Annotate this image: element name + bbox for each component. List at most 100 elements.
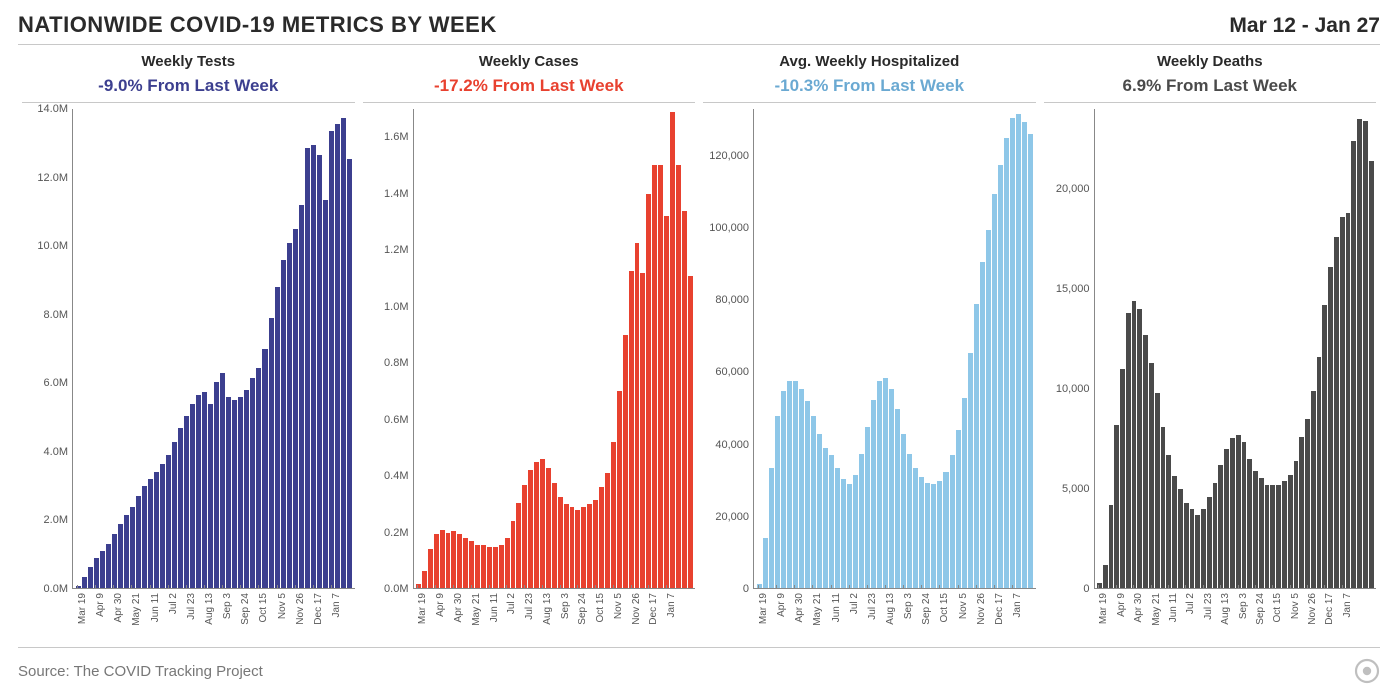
bar [1201,509,1206,589]
plot-area [72,109,355,589]
bar [640,273,645,589]
bar [1242,442,1247,589]
x-tick [1027,589,1033,641]
bar [1195,515,1200,589]
bar [829,455,834,589]
y-tick-label: 6.0M [44,377,68,389]
bar [1132,301,1137,589]
date-range: Mar 12 - Jan 27 [1229,14,1380,38]
x-tick-mark [186,585,187,589]
bar [664,216,669,589]
bar [847,484,852,589]
bar [130,507,135,589]
bar [635,243,640,589]
bar [1270,485,1275,589]
bar [925,483,930,589]
plot-area [413,109,696,589]
bar [811,416,816,589]
bar [1294,461,1299,589]
bar [1282,481,1287,589]
bar [317,155,322,589]
x-tick-mark [577,585,578,589]
x-tick-mark [150,585,151,589]
x-tick-mark [489,585,490,589]
bar [1172,476,1177,589]
x-tick-mark [95,585,96,589]
x-tick-mark [1307,585,1308,589]
bar [1178,489,1183,589]
bar [428,549,433,589]
y-axis: 0.0M0.2M0.4M0.6M0.8M1.0M1.2M1.4M1.6M [363,109,413,589]
bar [943,472,948,589]
x-tick-mark [1203,585,1204,589]
bar [587,504,592,589]
bar [1288,475,1293,589]
plot-area [1094,109,1377,589]
bar [769,468,774,589]
bar [475,545,480,589]
bar [178,428,183,589]
bar [1357,119,1362,589]
x-tick-mark [758,585,759,589]
bar [1276,485,1281,589]
panel-delta: -10.3% From Last Week [703,76,1036,96]
bar [1218,465,1223,589]
x-tick-mark [1098,585,1099,589]
panel-title: Weekly Tests [22,53,355,70]
chart-panel: Weekly Cases-17.2% From Last Week0.0M0.2… [359,49,700,641]
logo-icon [1354,658,1380,684]
bar [546,468,551,589]
bars-container [73,109,355,589]
bar [118,524,123,589]
bar [226,397,231,589]
x-tick-mark [1238,585,1239,589]
x-tick-mark [435,585,436,589]
x-tick-mark [595,585,596,589]
x-tick-mark [506,585,507,589]
bar [919,477,924,589]
y-tick-label: 0.4M [384,470,408,482]
bar [1311,391,1316,589]
bar [1149,363,1154,589]
x-tick-mark [1272,585,1273,589]
bar [629,271,634,589]
y-tick-label: 1.2M [384,244,408,256]
bar [250,378,255,589]
y-tick-label: 20,000 [715,511,749,523]
bar [516,503,521,589]
x-tick-mark [994,585,995,589]
bar [877,381,882,589]
plot-area [753,109,1036,589]
x-tick-mark [939,585,940,589]
x-tick-mark [331,585,332,589]
bar [220,373,225,589]
bar [1247,459,1252,589]
x-axis: Mar 19Apr 9Apr 30May 21Jun 11Jul 2Jul 23… [1094,589,1377,641]
chart-area: 0.0M2.0M4.0M6.0M8.0M10.0M12.0M14.0M [22,109,355,589]
bar [154,472,159,589]
bar [956,430,961,589]
panel-title: Avg. Weekly Hospitalized [703,53,1036,70]
bar [1004,138,1009,589]
bar [895,409,900,589]
bar [487,547,492,589]
bar [422,571,427,589]
bar [184,416,189,589]
y-axis: 05,00010,00015,00020,000 [1044,109,1094,589]
x-tick-mark [1342,585,1343,589]
chart-area: 020,00040,00060,00080,000100,000120,000 [703,109,1036,589]
bar [1305,419,1310,589]
bar [287,243,292,589]
bar [244,390,249,589]
chart-area: 05,00010,00015,00020,000 [1044,109,1377,589]
bar [1363,121,1368,589]
bar [998,165,1003,589]
bar [1161,427,1166,589]
y-tick-label: 5,000 [1062,483,1090,495]
bar [980,262,985,589]
x-tick-mark [1185,585,1186,589]
bar [329,131,334,589]
y-tick-label: 1.4M [384,188,408,200]
bar [440,530,445,589]
x-tick-mark [976,585,977,589]
